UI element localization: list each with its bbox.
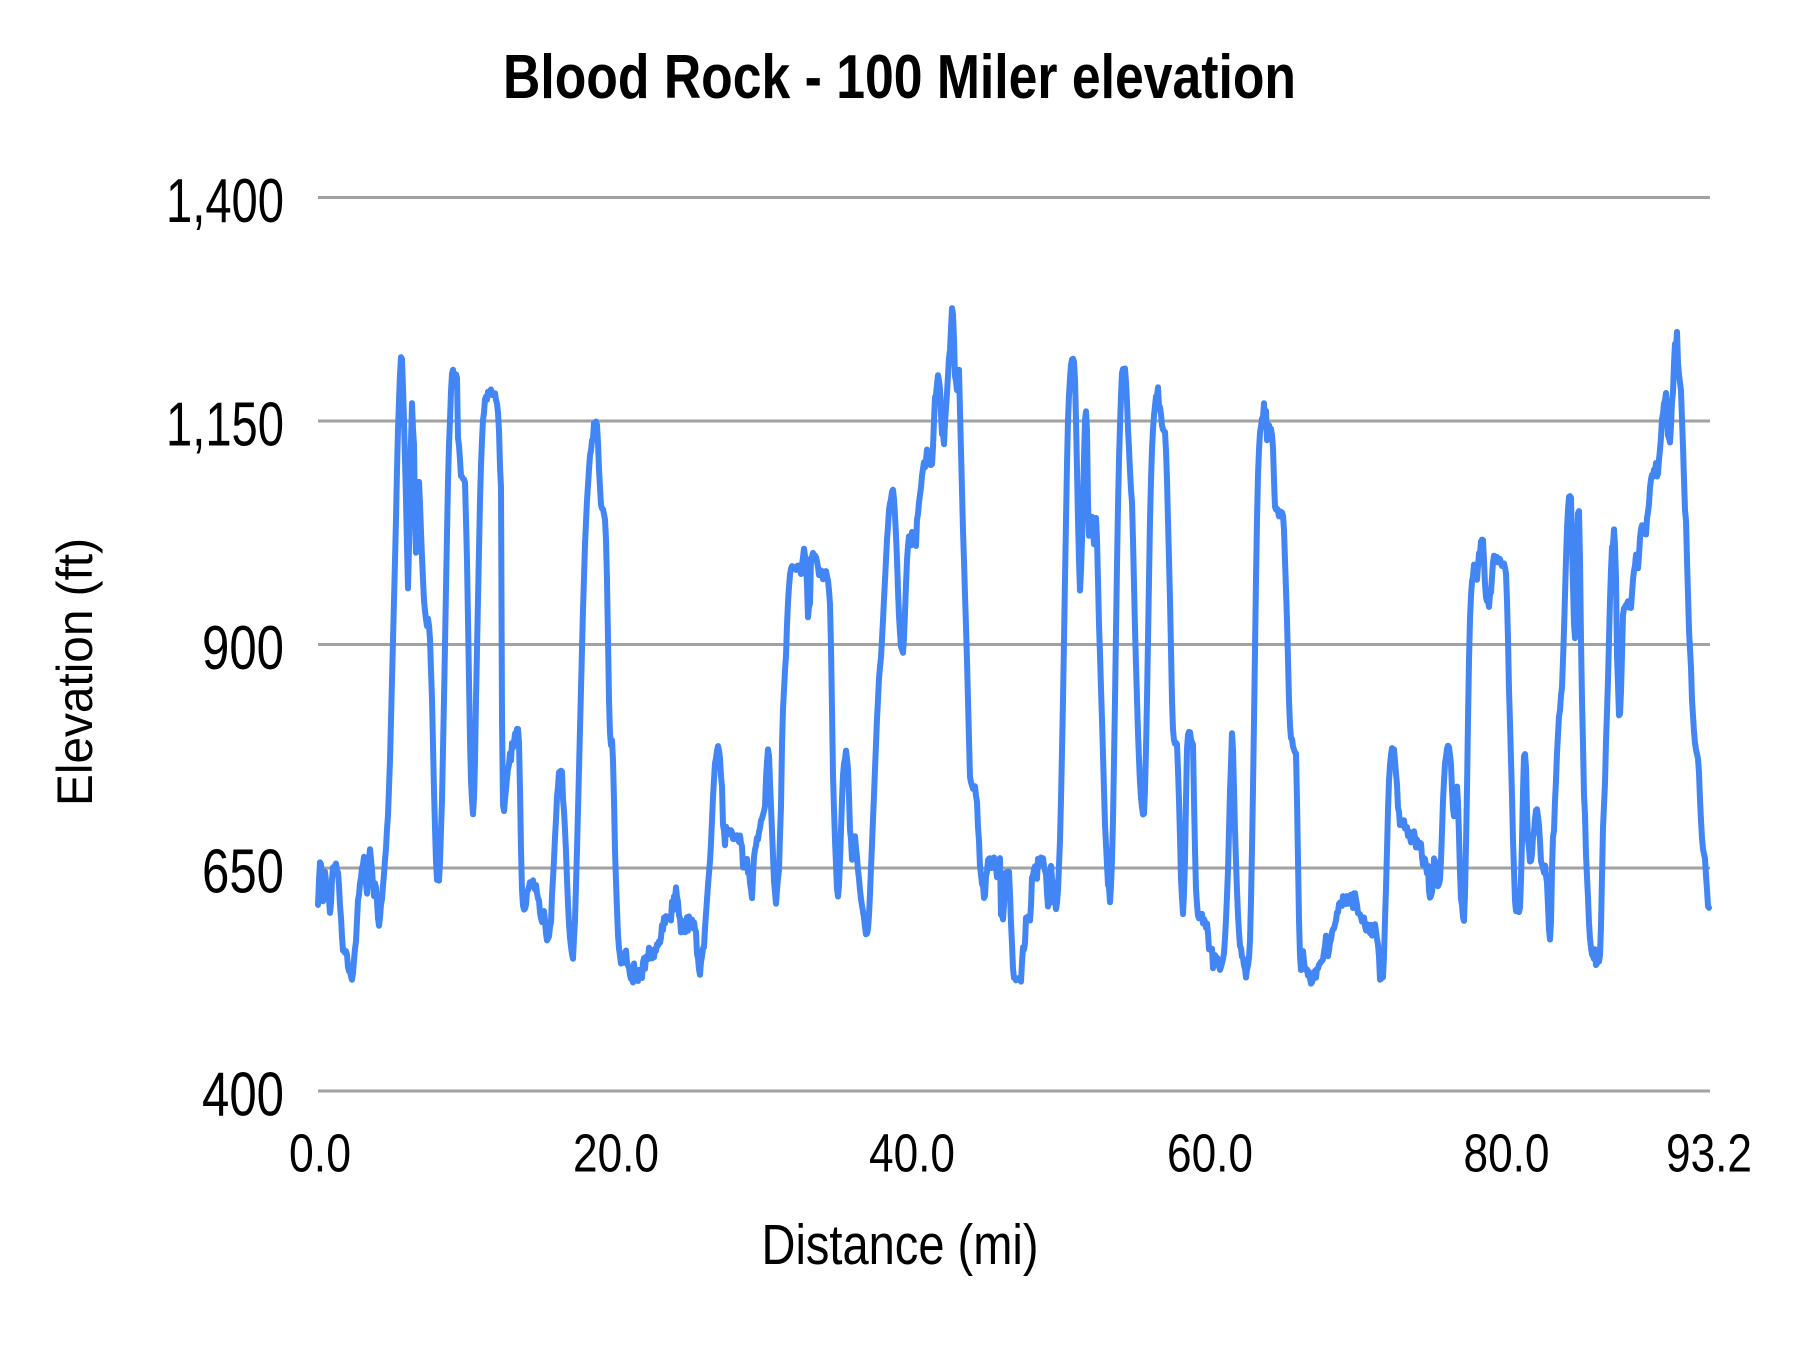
svg-text:40.0: 40.0 (869, 1124, 955, 1184)
svg-text:1,400: 1,400 (166, 167, 284, 236)
svg-text:20.0: 20.0 (573, 1124, 659, 1184)
svg-text:1,150: 1,150 (166, 391, 284, 460)
svg-text:93.2: 93.2 (1666, 1124, 1752, 1184)
svg-text:60.0: 60.0 (1167, 1124, 1253, 1184)
svg-text:900: 900 (202, 614, 284, 683)
svg-text:400: 400 (202, 1061, 284, 1130)
svg-text:80.0: 80.0 (1464, 1124, 1550, 1184)
svg-text:0.0: 0.0 (289, 1124, 351, 1184)
svg-text:Blood Rock - 100 Miler elevati: Blood Rock - 100 Miler elevation (503, 43, 1296, 112)
svg-text:Distance (mi): Distance (mi) (762, 1213, 1039, 1277)
svg-text:Elevation (ft): Elevation (ft) (47, 538, 103, 806)
svg-text:650: 650 (202, 838, 284, 907)
